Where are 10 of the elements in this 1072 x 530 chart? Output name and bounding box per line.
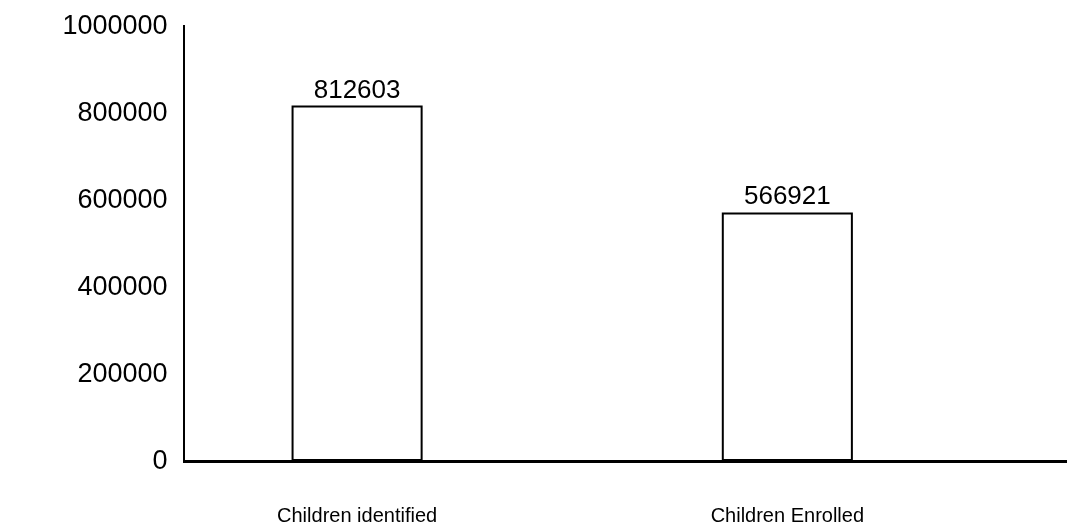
x-tick-label: Children Enrolled <box>710 504 865 526</box>
y-tick-label: 200000 <box>77 358 168 389</box>
y-tick-label: 400000 <box>77 271 168 302</box>
x-tick-label: Children identified <box>277 504 438 526</box>
y-tick-label: 800000 <box>77 97 168 128</box>
data-label: 812603 <box>313 73 401 104</box>
y-tick-label: 600000 <box>77 184 168 215</box>
data-label: 566921 <box>743 180 831 211</box>
y-tick-label: 0 <box>152 445 168 476</box>
y-tick-label: 1000000 <box>62 10 168 41</box>
